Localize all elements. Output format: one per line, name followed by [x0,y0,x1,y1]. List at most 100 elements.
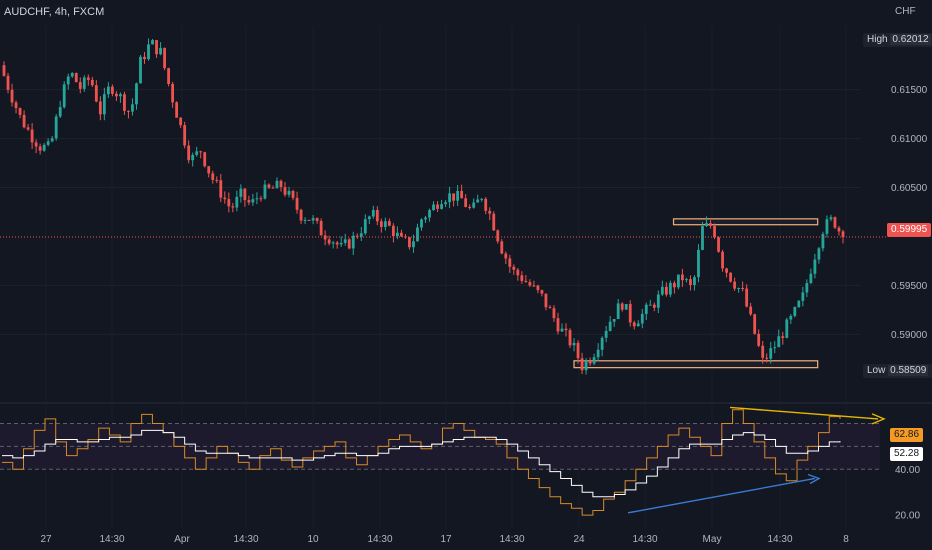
candle-body [323,235,327,240]
candle-body [805,283,809,293]
candle-body [592,357,596,364]
candle-body [2,65,6,76]
candle-body [681,274,684,281]
candle-body [512,266,516,270]
candle-body [588,360,592,364]
candle-body [263,184,267,199]
time-tick-label: 14:30 [767,534,792,545]
candle-body [416,227,419,242]
axes: 0.61500 0.61000 0.60500 0.59500 0.59000 20.00… [40,85,927,545]
candle-body [171,83,175,103]
candle-body [753,314,757,334]
candle-body [737,288,741,290]
candle-body [604,330,608,338]
price-tick-label: 0.61500 [891,85,928,96]
candle-body [110,86,114,94]
candle-body [432,204,435,211]
rsi-upper-trendline [729,406,879,420]
candle-body [556,318,560,332]
candle-body [496,230,500,242]
candle-body [259,198,263,200]
candle-body [444,202,447,205]
candle-body [26,127,30,130]
candle-body [50,138,54,142]
candle-body [18,108,22,115]
candle-body [761,345,765,358]
candle-body [396,232,399,237]
candle-body [785,319,789,338]
candle-body [355,235,359,237]
candle-body [656,294,660,308]
candle-body [773,347,777,349]
rsi-band [0,423,880,470]
candle-body [660,286,664,295]
candle-body [42,144,46,151]
candle-body [319,221,323,236]
rsi-pane [0,406,886,516]
high-value: 0.62012 [890,34,931,45]
candle-body [54,116,58,139]
candle-body [729,272,732,282]
candle-body [275,180,279,189]
candle-body [436,204,439,209]
candle-body [82,77,86,89]
rsi-value-badge: 62.86 [890,428,924,442]
rsi-lower-trendline [627,477,816,514]
candle-body [733,281,737,289]
candle-body [777,336,781,348]
candle-body [568,330,572,346]
support-zone [573,360,819,369]
candle-body [400,232,403,237]
candle-body [251,199,255,203]
candle-body [363,219,367,234]
candle-body [167,68,170,84]
candle-body [127,110,130,112]
resistance-zone [672,218,819,226]
candle-body [456,190,460,201]
candle-body [620,303,624,310]
candle-body [287,190,291,195]
candle-body [516,269,520,276]
candle-body [749,306,753,315]
candle-body [62,84,66,108]
time-tick-label: 14:30 [233,534,258,545]
time-tick-label: 17 [440,534,452,545]
candle-body [608,321,612,331]
candle-body [187,145,191,161]
candle-body [30,129,34,143]
price-tick-label: 0.59000 [891,330,928,341]
candle-body [375,209,379,222]
candle-body [520,275,524,281]
candle-body [215,179,219,181]
candle-body [255,198,259,200]
candle-body [383,221,387,227]
candle-body [492,213,496,231]
candle-body [833,217,837,228]
candle-body [203,152,207,167]
candle-body [131,104,134,112]
candle-body [123,94,126,111]
candle-body [793,307,797,316]
rsi-ma-value-badge: 52.28 [890,447,924,461]
candle-body [183,125,187,146]
candle-body [371,209,375,217]
time-tick-label: 14:30 [367,534,392,545]
candle-body [524,280,528,283]
candle-body [452,193,456,201]
candle-body [412,241,415,248]
candle-body [151,40,154,45]
candle-body [339,242,343,245]
candle-body [179,117,183,126]
candle-body [552,308,556,319]
time-tick-label: 10 [307,534,319,545]
candle-body [797,300,801,308]
candle-body [841,231,845,237]
candle-body [46,141,50,145]
candle-body [327,239,331,244]
candle-body [544,293,548,308]
candle-body [765,357,769,359]
candle-body [713,225,716,238]
candle-body [70,73,74,77]
candle-body [576,342,580,359]
